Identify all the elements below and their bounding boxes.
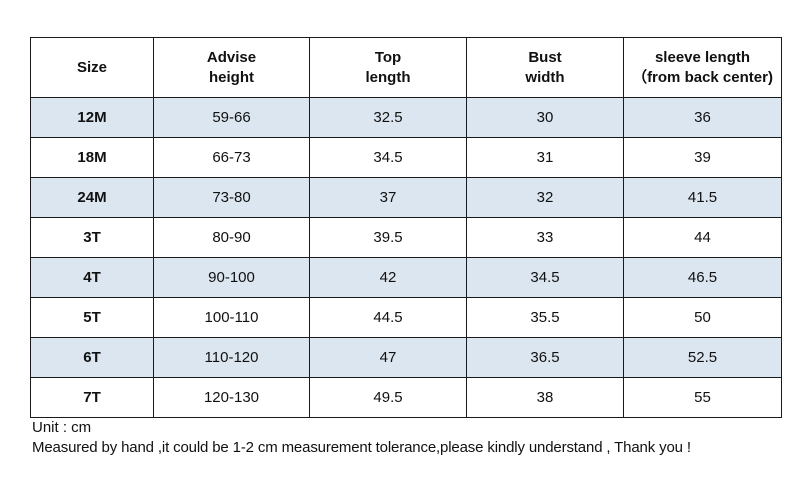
- sleeve-length-cell: 36: [623, 97, 782, 138]
- sleeve-length-cell: 46.5: [623, 257, 782, 298]
- sleeve-length-cell: 41.5: [623, 177, 782, 218]
- bust-width-cell: 30: [466, 97, 624, 138]
- top-length-cell: 44.5: [309, 297, 467, 338]
- bust-width-cell: 35.5: [466, 297, 624, 338]
- top-length-cell: 47: [309, 337, 467, 378]
- height-cell: 120-130: [153, 377, 310, 418]
- table-row: 18M 66-73 34.5 31 39: [30, 137, 782, 178]
- size-cell: 5T: [30, 297, 154, 338]
- sleeve-length-cell: 55: [623, 377, 782, 418]
- size-cell: 24M: [30, 177, 154, 218]
- bust-width-cell: 36.5: [466, 337, 624, 378]
- bust-width-cell: 34.5: [466, 257, 624, 298]
- bust-width-cell: 33: [466, 217, 624, 258]
- top-length-cell: 34.5: [309, 137, 467, 178]
- size-chart-table: Size Advise height Top length Bust width…: [30, 37, 782, 418]
- table-row: 6T 110-120 47 36.5 52.5: [30, 337, 782, 378]
- size-cell: 7T: [30, 377, 154, 418]
- sleeve-length-cell: 50: [623, 297, 782, 338]
- header-sleeve-length: sleeve length （from back center): [623, 37, 782, 98]
- header-bust-width: Bust width: [466, 37, 624, 98]
- table-row: 12M 59-66 32.5 30 36: [30, 97, 782, 138]
- unit-note: Unit : cm: [32, 419, 92, 436]
- size-cell: 3T: [30, 217, 154, 258]
- table-row: 4T 90-100 42 34.5 46.5: [30, 257, 782, 298]
- top-length-cell: 49.5: [309, 377, 467, 418]
- size-cell: 18M: [30, 137, 154, 178]
- table-row: 5T 100-110 44.5 35.5 50: [30, 297, 782, 338]
- header-advise-height: Advise height: [153, 37, 310, 98]
- height-cell: 110-120: [153, 337, 310, 378]
- sleeve-length-cell: 52.5: [623, 337, 782, 378]
- height-cell: 90-100: [153, 257, 310, 298]
- sleeve-length-cell: 44: [623, 217, 782, 258]
- height-cell: 59-66: [153, 97, 310, 138]
- measurement-tolerance-note: Measured by hand ,it could be 1-2 cm mea…: [32, 439, 691, 456]
- top-length-cell: 39.5: [309, 217, 467, 258]
- height-cell: 100-110: [153, 297, 310, 338]
- table-row: 3T 80-90 39.5 33 44: [30, 217, 782, 258]
- height-cell: 66-73: [153, 137, 310, 178]
- header-size: Size: [30, 37, 154, 98]
- bust-width-cell: 31: [466, 137, 624, 178]
- table-row: 24M 73-80 37 32 41.5: [30, 177, 782, 218]
- top-length-cell: 37: [309, 177, 467, 218]
- bust-width-cell: 38: [466, 377, 624, 418]
- size-cell: 6T: [30, 337, 154, 378]
- size-cell: 4T: [30, 257, 154, 298]
- height-cell: 73-80: [153, 177, 310, 218]
- top-length-cell: 32.5: [309, 97, 467, 138]
- size-cell: 12M: [30, 97, 154, 138]
- table-header-row: Size Advise height Top length Bust width…: [30, 37, 782, 98]
- sleeve-length-cell: 39: [623, 137, 782, 178]
- header-top-length: Top length: [309, 37, 467, 98]
- top-length-cell: 42: [309, 257, 467, 298]
- height-cell: 80-90: [153, 217, 310, 258]
- bust-width-cell: 32: [466, 177, 624, 218]
- table-row: 7T 120-130 49.5 38 55: [30, 377, 782, 418]
